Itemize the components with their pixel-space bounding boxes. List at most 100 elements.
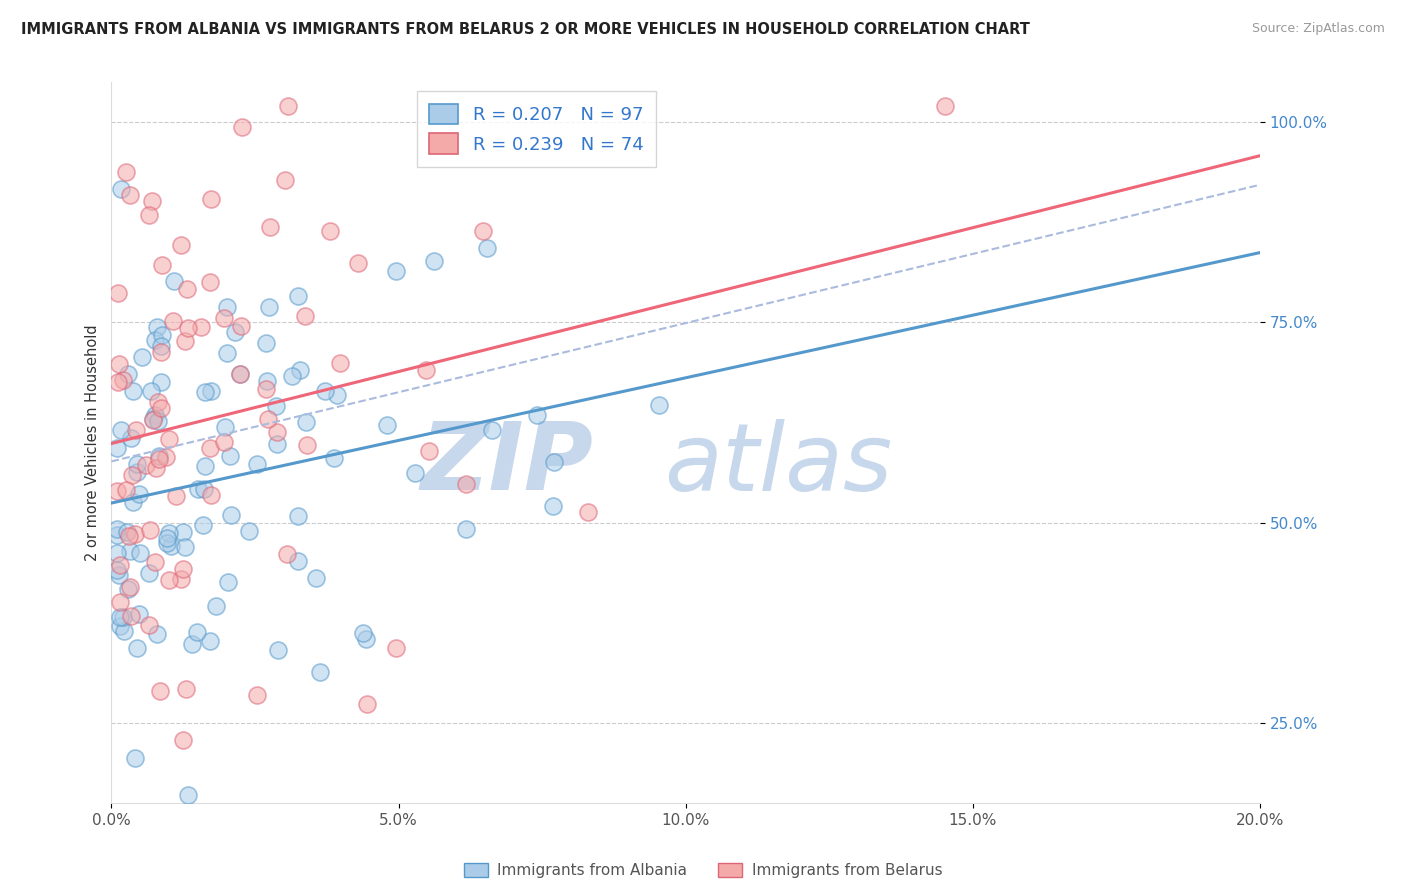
Point <box>329 356 352 370</box>
Point <box>108 357 131 371</box>
Point <box>120 544 142 558</box>
Point <box>112 610 135 624</box>
Point <box>143 333 166 347</box>
Text: IMMIGRANTS FROM ALBANIA VS IMMIGRANTS FROM BELARUS 2 OR MORE VEHICLES IN HOUSEHO: IMMIGRANTS FROM ALBANIA VS IMMIGRANTS FR… <box>21 22 1031 37</box>
Point <box>118 580 141 594</box>
Point <box>170 238 193 252</box>
Point <box>138 618 160 632</box>
Point <box>186 624 208 639</box>
Point <box>287 508 309 523</box>
Point <box>107 522 129 536</box>
Point <box>194 384 217 399</box>
Point <box>526 408 548 422</box>
Point <box>256 336 278 351</box>
Point <box>200 633 222 648</box>
Point <box>181 637 204 651</box>
Point <box>266 436 288 450</box>
Point <box>256 374 278 388</box>
Point <box>422 254 444 268</box>
Point <box>125 465 148 479</box>
Point <box>198 275 221 289</box>
Point <box>481 424 503 438</box>
Point <box>274 172 297 186</box>
Point <box>215 300 238 314</box>
Point <box>266 399 288 413</box>
Point <box>200 488 222 502</box>
Point <box>319 224 342 238</box>
Point <box>648 398 671 412</box>
Point <box>297 437 319 451</box>
Point <box>194 459 217 474</box>
Point <box>121 467 143 482</box>
Point <box>219 508 242 522</box>
Point <box>139 524 162 538</box>
Point <box>229 367 252 381</box>
Point <box>176 282 198 296</box>
Legend: Immigrants from Albania, Immigrants from Belarus: Immigrants from Albania, Immigrants from… <box>458 857 948 884</box>
Point <box>190 320 212 334</box>
Point <box>148 414 170 428</box>
Point <box>148 449 170 463</box>
Point <box>148 452 170 467</box>
Point <box>352 626 374 640</box>
Point <box>149 684 172 698</box>
Point <box>174 334 197 349</box>
Point <box>146 626 169 640</box>
Point <box>124 751 146 765</box>
Point <box>934 99 956 113</box>
Point <box>155 450 177 465</box>
Point <box>150 338 173 352</box>
Point <box>456 477 478 491</box>
Point <box>117 582 139 596</box>
Point <box>200 384 222 398</box>
Point <box>121 495 143 509</box>
Point <box>356 698 378 712</box>
Point <box>115 524 138 539</box>
Point <box>173 540 195 554</box>
Point <box>172 562 194 576</box>
Point <box>246 689 269 703</box>
Point <box>150 328 173 343</box>
Point <box>218 449 240 463</box>
Point <box>125 423 148 437</box>
Point <box>105 442 128 456</box>
Point <box>177 788 200 802</box>
Point <box>115 165 138 179</box>
Point <box>108 568 131 582</box>
Point <box>187 483 209 497</box>
Point <box>204 599 226 613</box>
Point <box>228 367 250 381</box>
Point <box>294 309 316 323</box>
Point <box>259 220 281 235</box>
Point <box>120 609 142 624</box>
Point <box>475 241 498 255</box>
Point <box>121 384 143 399</box>
Point <box>177 321 200 335</box>
Point <box>148 394 170 409</box>
Point <box>114 483 136 497</box>
Point <box>117 368 139 382</box>
Point <box>212 310 235 325</box>
Point <box>375 417 398 432</box>
Point <box>346 256 368 270</box>
Point <box>135 458 157 472</box>
Point <box>108 558 131 573</box>
Point <box>543 455 565 469</box>
Point <box>165 488 187 502</box>
Point <box>156 536 179 550</box>
Point <box>326 388 349 402</box>
Point <box>150 258 173 272</box>
Point <box>415 362 437 376</box>
Point <box>142 411 165 425</box>
Point <box>277 99 299 113</box>
Point <box>287 289 309 303</box>
Point <box>105 563 128 577</box>
Point <box>138 566 160 581</box>
Point <box>294 415 316 429</box>
Point <box>150 401 173 415</box>
Point <box>288 362 311 376</box>
Point <box>128 487 150 501</box>
Point <box>110 182 132 196</box>
Point <box>214 420 236 434</box>
Point <box>108 595 131 609</box>
